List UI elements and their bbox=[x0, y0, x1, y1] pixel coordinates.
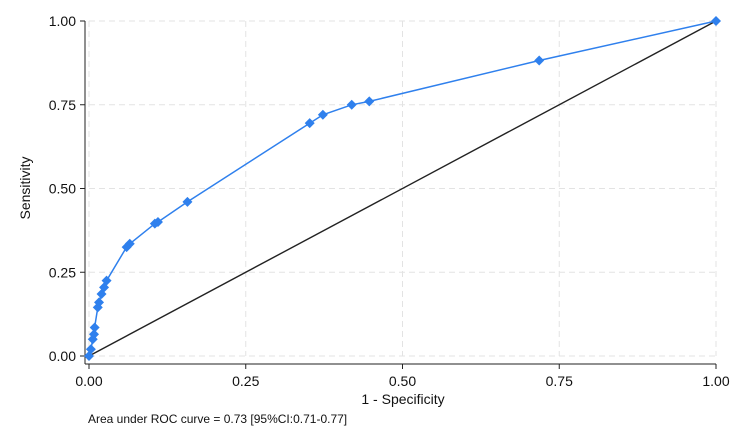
roc-point-marker bbox=[364, 96, 375, 107]
roc-point-marker bbox=[711, 16, 721, 26]
y-tick-label: 0.50 bbox=[49, 181, 76, 197]
x-tick-label: 0.75 bbox=[546, 373, 573, 389]
roc-point-marker bbox=[317, 109, 328, 120]
roc-point-marker bbox=[85, 344, 96, 355]
tick-marks bbox=[80, 20, 717, 369]
auc-note: Area under ROC curve = 0.73 [95%CI:0.71-… bbox=[88, 412, 347, 426]
axes bbox=[84, 21, 716, 365]
tick-labels: 0.00 0.25 0.50 0.75 1.00 0.00 0.25 0.50 0.75 1.00 bbox=[49, 13, 730, 389]
reference-line bbox=[88, 20, 717, 357]
y-tick-label: 0.00 bbox=[49, 348, 76, 364]
roc-point-marker bbox=[152, 217, 163, 227]
roc-point-marker bbox=[94, 297, 105, 308]
x-tick-label: 0.50 bbox=[389, 373, 416, 389]
reference-diagonal bbox=[88, 20, 717, 357]
x-tick-label: 0.00 bbox=[75, 373, 102, 389]
roc-point-marker bbox=[89, 322, 100, 333]
x-tick-label: 0.25 bbox=[232, 373, 259, 389]
roc-point-marker bbox=[101, 275, 112, 286]
roc-point-marker bbox=[304, 118, 315, 129]
roc-point-marker bbox=[89, 329, 100, 340]
x-axis-label: 1 - Specificity bbox=[361, 391, 444, 407]
y-axis-label: Sensitivity bbox=[17, 156, 33, 219]
x-tick-label: 1.00 bbox=[702, 373, 729, 389]
y-tick-label: 1.00 bbox=[49, 13, 76, 29]
roc-point-marker bbox=[534, 55, 545, 66]
y-tick-label: 0.75 bbox=[49, 97, 76, 113]
roc-markers bbox=[84, 16, 721, 361]
y-tick-label: 0.25 bbox=[49, 264, 76, 280]
roc-point-marker bbox=[182, 196, 193, 207]
roc-point-marker bbox=[124, 238, 135, 249]
roc-point-marker bbox=[346, 99, 357, 110]
